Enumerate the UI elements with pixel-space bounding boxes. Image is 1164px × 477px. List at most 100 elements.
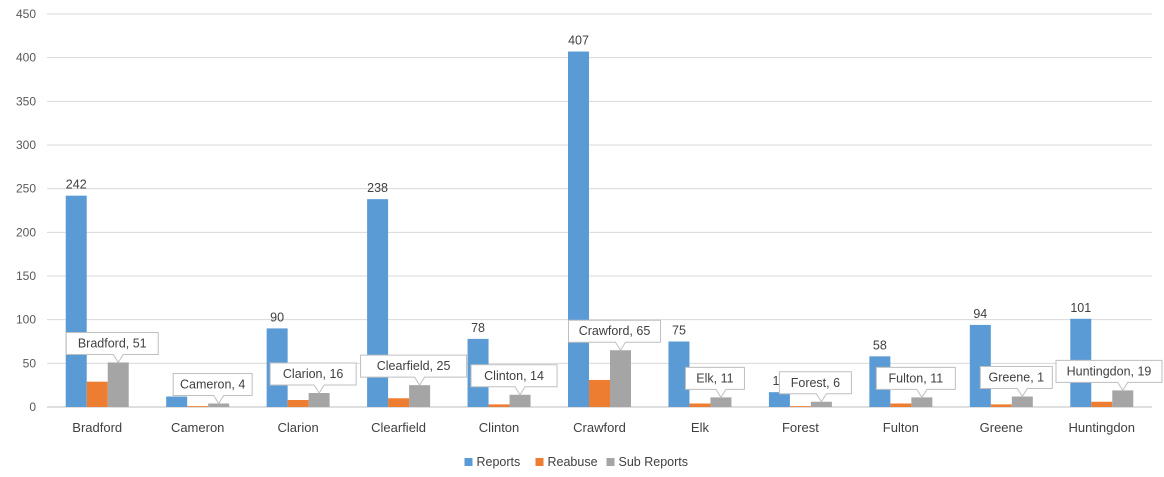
bar-sub-reports — [810, 401, 832, 407]
y-tick-label: 300 — [16, 138, 36, 152]
callout-box — [875, 366, 956, 399]
bar-reabuse — [187, 406, 209, 407]
x-axis: Bradford Cameron Clarion Clearfield Clinton C… — [72, 420, 1135, 435]
x-tick-label: Forest — [782, 420, 819, 435]
legend: Reports Reabuse Sub Reports — [464, 455, 688, 469]
callout-box — [778, 371, 852, 403]
x-tick-label: Clarion — [278, 420, 319, 435]
y-tick-label: 450 — [16, 7, 36, 21]
reports-data-label: 58 — [873, 338, 887, 352]
bar-reports — [768, 392, 790, 407]
callouts: Bradford, 51 Cameron, 4 Clarion, 16 Clearfi… — [65, 319, 1163, 405]
bar-reabuse — [488, 404, 510, 407]
bar-reabuse — [890, 403, 912, 407]
bar-sub-reports — [610, 350, 631, 407]
bar-reabuse — [789, 406, 811, 407]
y-tick-label: 350 — [16, 94, 36, 108]
bars — [65, 51, 1134, 407]
y-tick-label: 200 — [16, 225, 36, 239]
x-tick-label: Elk — [691, 420, 710, 435]
callout-label: Clarion, 16 — [283, 367, 343, 381]
sub-reports-callout: Clearfield, 25 — [360, 354, 468, 387]
gridlines — [47, 13, 1152, 408]
callout-label: Forest, 6 — [791, 376, 840, 390]
reports-data-label: 75 — [672, 324, 686, 338]
bar-sub-reports — [107, 362, 129, 407]
bar-sub-reports — [710, 397, 732, 407]
x-tick-label: Huntingdon — [1069, 420, 1136, 435]
bar-sub-reports — [208, 403, 230, 407]
reports-data-label: 90 — [270, 310, 284, 324]
sub-reports-callout: Greene, 1 — [979, 366, 1053, 398]
y-tick-label: 50 — [23, 356, 37, 370]
bar-sub-reports — [409, 385, 431, 407]
x-tick-label: Greene — [980, 420, 1023, 435]
legend-label: Reabuse — [548, 455, 598, 469]
sub-reports-callout: Clinton, 14 — [470, 364, 558, 396]
x-tick-label: Crawford — [573, 420, 626, 435]
bar-reabuse — [388, 398, 410, 407]
reports-data-label: 407 — [568, 34, 589, 48]
reports-data-label: 94 — [973, 307, 987, 321]
sub-reports-callout: Elk, 11 — [684, 366, 745, 399]
callout-label: Fulton, 11 — [889, 371, 944, 385]
callout-box — [568, 319, 661, 352]
y-tick-label: 150 — [16, 269, 36, 283]
x-tick-label: Fulton — [883, 420, 919, 435]
bar-reabuse — [86, 381, 108, 407]
y-tick-label: 400 — [16, 51, 36, 65]
sub-reports-callout: Fulton, 11 — [875, 366, 956, 399]
x-tick-label: Clearfield — [371, 420, 426, 435]
legend-swatch — [606, 458, 615, 466]
bar-reports — [668, 341, 690, 407]
bar-reabuse — [990, 404, 1012, 407]
callout-box — [684, 366, 745, 399]
bar-reports — [568, 51, 589, 407]
reports-data-label: 101 — [1070, 301, 1091, 315]
sub-reports-callout: Huntingdon, 19 — [1055, 359, 1163, 392]
reports-data-label: 242 — [66, 178, 87, 192]
callout-label: Huntingdon, 19 — [1067, 364, 1152, 378]
bar-reabuse — [287, 400, 309, 407]
callout-box — [1055, 359, 1163, 392]
data-labels: 2421902387840775175894101 — [66, 34, 1091, 393]
callout-label: Elk, 11 — [696, 371, 733, 385]
y-tick-label: 100 — [16, 313, 36, 327]
callout-box — [979, 366, 1053, 398]
callout-label: Greene, 1 — [989, 371, 1045, 385]
callout-label: Clinton, 14 — [484, 369, 544, 383]
y-tick-label: 0 — [29, 400, 36, 414]
reports-data-label: 238 — [367, 181, 388, 195]
legend-label: Reports — [477, 455, 521, 469]
bar-reports — [166, 396, 188, 407]
callout-box — [360, 354, 468, 387]
bar-sub-reports — [308, 393, 330, 407]
x-tick-label: Clinton — [479, 420, 519, 435]
legend-swatch — [535, 458, 544, 466]
legend-label: Sub Reports — [619, 455, 688, 469]
bar-reports — [969, 324, 991, 407]
legend-swatch — [464, 458, 473, 466]
bar-sub-reports — [509, 394, 531, 407]
sub-reports-callout: Forest, 6 — [778, 371, 852, 403]
bar-reabuse — [1091, 401, 1113, 407]
bar-sub-reports — [1011, 396, 1033, 407]
callout-label: Clearfield, 25 — [377, 359, 451, 373]
legend-item: Reports — [464, 455, 521, 469]
callout-box — [269, 362, 357, 394]
y-tick-label: 250 — [16, 182, 36, 196]
sub-reports-callout: Clarion, 16 — [269, 362, 357, 394]
bar-sub-reports — [911, 397, 933, 407]
callout-box — [470, 364, 558, 396]
sub-reports-callout: Bradford, 51 — [65, 331, 159, 364]
legend-item: Sub Reports — [606, 455, 688, 469]
bar-sub-reports — [1112, 390, 1134, 407]
callout-box — [172, 373, 253, 405]
callout-label: Crawford, 65 — [579, 324, 651, 338]
y-axis: 0 50 100 150 200 250 300 350 400 450 — [16, 7, 36, 414]
x-tick-label: Bradford — [72, 420, 122, 435]
legend-item: Reabuse — [535, 455, 598, 469]
sub-reports-callout: Crawford, 65 — [568, 319, 661, 352]
